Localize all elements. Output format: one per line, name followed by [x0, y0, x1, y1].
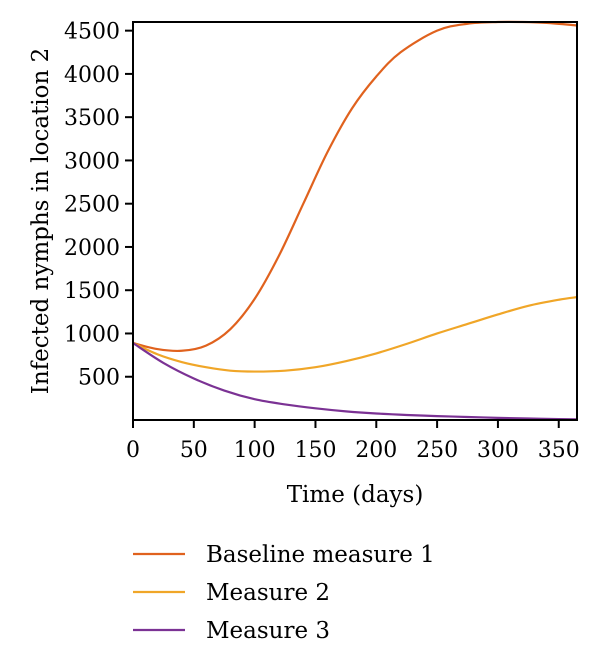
series-line-3	[132, 342, 578, 421]
x-tick-label: 100	[234, 438, 276, 463]
y-tick-label: 1000	[64, 322, 120, 347]
series-line-1	[132, 20, 578, 353]
legend-label: Measure 2	[206, 580, 330, 606]
legend-label: Baseline measure 1	[206, 542, 435, 568]
y-tick-label: 500	[78, 366, 120, 391]
legend-label: Measure 3	[206, 618, 330, 644]
x-axis-ticks: 0 50 100 150 200 250 300 350	[126, 420, 580, 463]
x-tick-label: 150	[294, 438, 336, 463]
x-axis-title: Time (days)	[287, 482, 424, 508]
y-tick-label: 3500	[64, 106, 120, 131]
y-tick-label: 3000	[64, 149, 120, 174]
y-tick-label: 1500	[64, 279, 120, 304]
y-tick-label: 2500	[64, 193, 120, 218]
x-tick-label: 50	[180, 438, 208, 463]
y-axis-ticks: 500 1000 1500 2000 2500 3000 3500 4000 4500	[64, 20, 133, 391]
y-tick-label: 2000	[64, 236, 120, 261]
x-tick-label: 350	[538, 438, 580, 463]
y-tick-label: 4000	[64, 63, 120, 88]
y-axis-title: Infected nymphs in location 2	[28, 48, 54, 395]
x-tick-label: 200	[355, 438, 397, 463]
plot-lines	[132, 20, 578, 421]
series-line-2	[132, 296, 578, 373]
legend: Baseline measure 1 Measure 2 Measure 3	[133, 542, 435, 644]
y-tick-label: 4500	[64, 20, 120, 45]
plot-frame	[132, 21, 578, 421]
x-tick-label: 0	[126, 438, 140, 463]
x-tick-label: 300	[477, 438, 519, 463]
x-tick-label: 250	[416, 438, 458, 463]
